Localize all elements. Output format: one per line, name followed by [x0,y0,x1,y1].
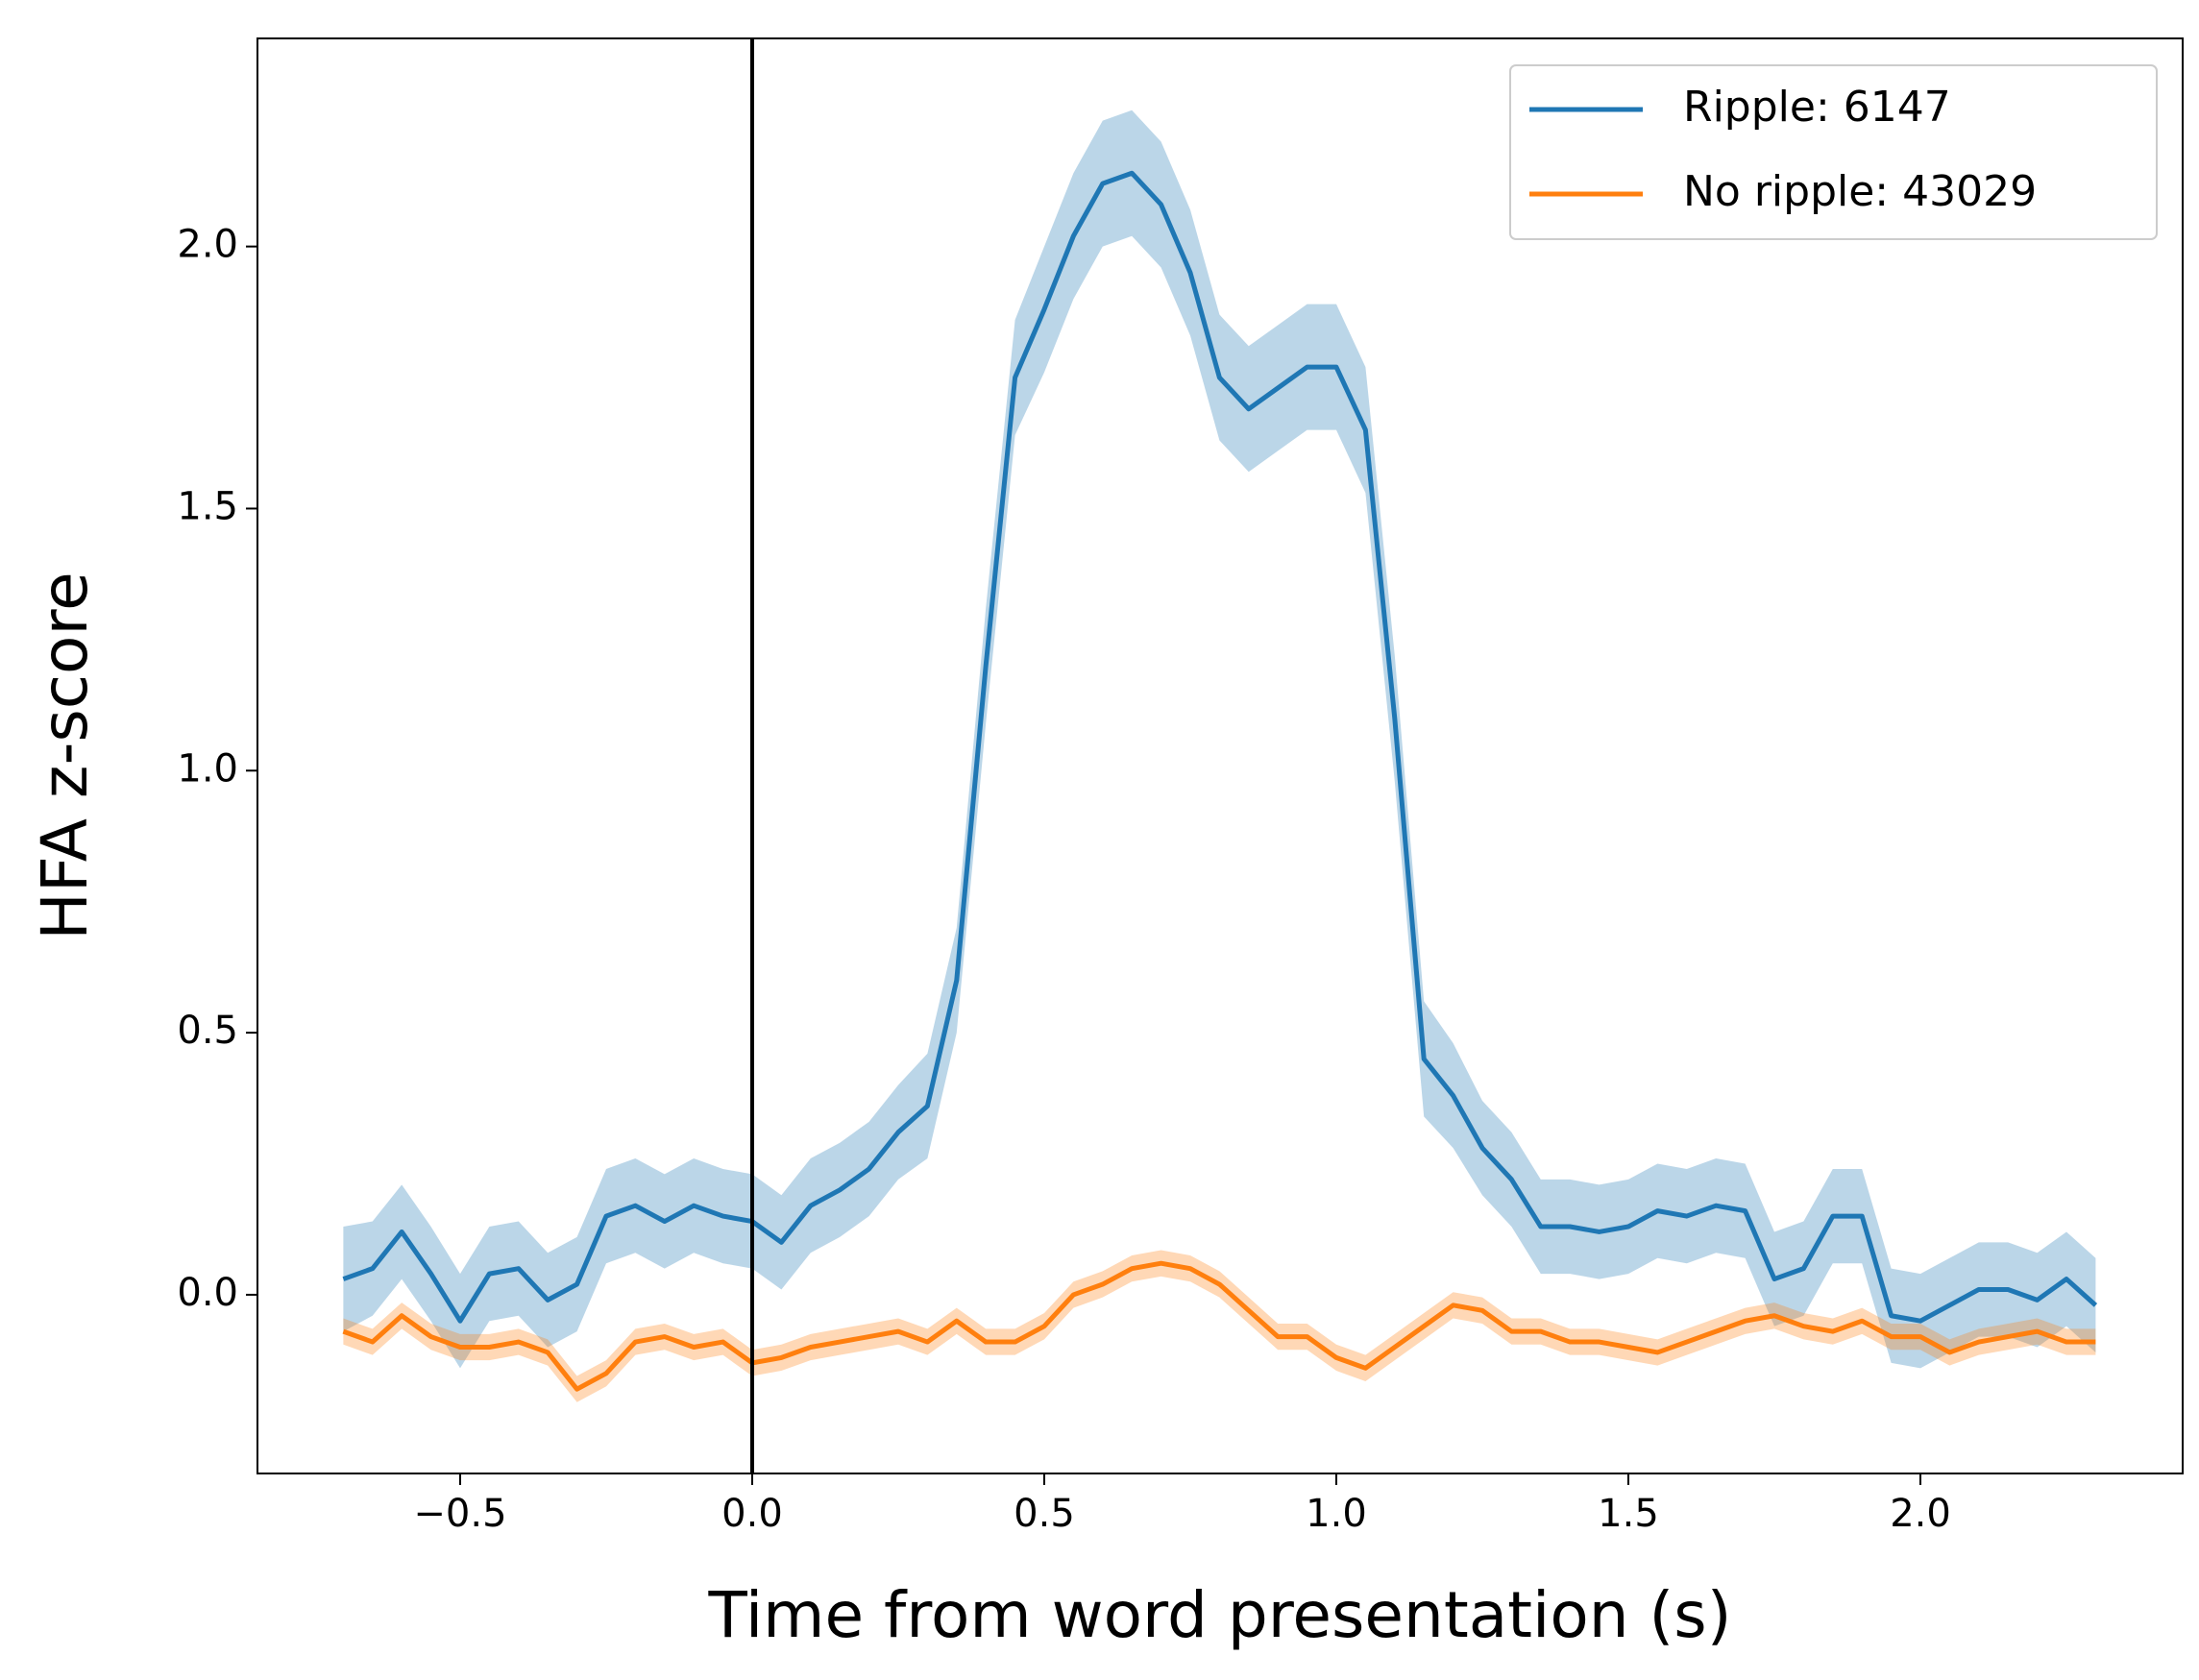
y-tick-label: 1.5 [177,484,238,528]
x-tick-label: −0.5 [413,1492,506,1536]
x-tick-label: 1.0 [1306,1492,1367,1536]
legend-box [1509,64,2158,240]
x-tick-label: 0.0 [721,1492,783,1536]
y-axis-label: HFA z-score [28,572,102,939]
legend-label: No ripple: 43029 [1683,167,2037,216]
y-tick-label: 0.5 [177,1009,238,1053]
y-tick-label: 0.0 [177,1271,238,1315]
series-line [342,170,2098,1324]
x-tick-label: 1.5 [1598,1492,1659,1536]
x-axis-label: Time from word presentation (s) [708,1578,1732,1652]
series-line [342,1260,2096,1392]
legend-label: Ripple: 6147 [1683,83,1951,132]
plot-area [342,38,2098,1473]
y-tick-label: 1.0 [177,746,238,791]
error-band [343,1250,2096,1402]
x-tick-label: 2.0 [1890,1492,1951,1536]
x-tick-label: 0.5 [1014,1492,1075,1536]
y-tick-label: 2.0 [177,223,238,267]
axes-frame [257,37,2184,1474]
error-band [343,110,2096,1369]
